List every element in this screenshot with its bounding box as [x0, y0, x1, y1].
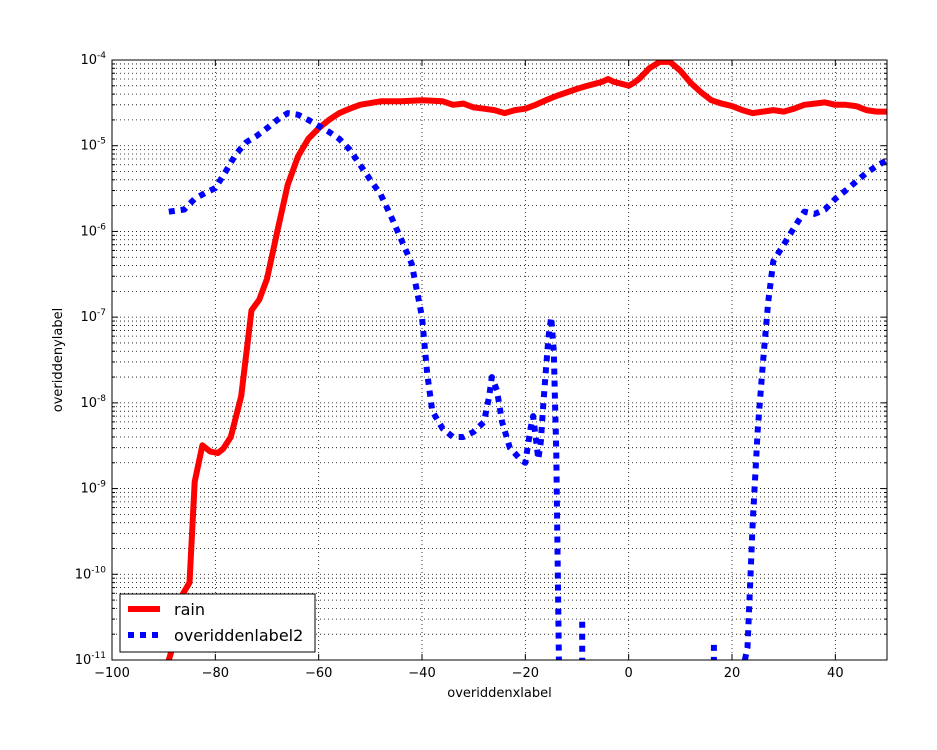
axis-tick-labels: −100 −80 −60 −40 −20 0 20 40 10-11 10-10 10-9 10-8 1…	[75, 51, 844, 681]
x-tick-label: −40	[408, 666, 435, 681]
x-tick-label: 40	[827, 666, 844, 681]
y-axis-label: overiddenylabel	[51, 308, 66, 412]
y-tick-label: 10-9	[80, 480, 106, 497]
y-tick-label: 10-5	[80, 137, 106, 154]
x-axis-label: overiddenxlabel	[447, 686, 551, 701]
legend-label-rain: rain	[174, 600, 205, 619]
y-tick-label: 10-8	[80, 394, 106, 411]
x-tick-label: −100	[94, 666, 130, 681]
y-tick-label: 10-4	[80, 51, 106, 68]
x-tick-label: −80	[202, 666, 229, 681]
x-tick-label: 0	[625, 666, 633, 681]
legend-box	[119, 593, 316, 653]
grid	[112, 60, 887, 660]
x-tick-label: −20	[512, 666, 539, 681]
axis-ticks	[111, 59, 887, 661]
y-tick-label: 10-6	[80, 222, 106, 239]
series-line-overiddenlabel2	[741, 157, 887, 660]
series-line-rain	[165, 60, 887, 660]
legend: rain overiddenlabel2	[119, 593, 316, 653]
series-layer	[165, 60, 887, 660]
y-tick-label: 10-10	[75, 565, 107, 582]
series-line-overiddenlabel2	[168, 110, 562, 660]
legend-label-overiddenlabel2: overiddenlabel2	[174, 626, 303, 645]
y-tick-label: 10-7	[80, 308, 106, 325]
x-tick-label: −60	[305, 666, 332, 681]
plot-area-frame	[111, 59, 888, 661]
x-tick-label: 20	[724, 666, 741, 681]
y-tick-label: 10-11	[75, 651, 106, 668]
